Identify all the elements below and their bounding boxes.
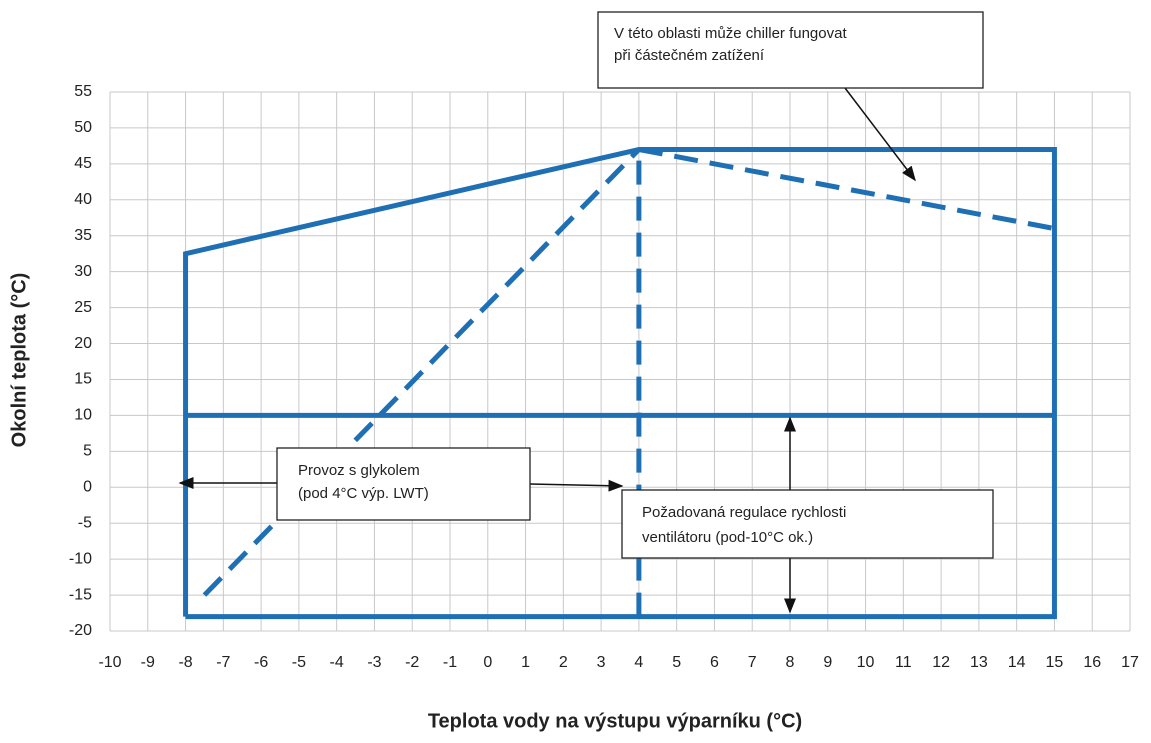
x-tick-label: 5	[672, 654, 681, 671]
x-tick-label: 4	[634, 654, 643, 671]
x-tick-label: -6	[254, 654, 268, 671]
y-tick-label: 55	[74, 83, 92, 100]
x-tick-label: 10	[857, 654, 875, 671]
y-tick-label: 5	[83, 443, 92, 460]
y-tick-label: 20	[74, 335, 92, 352]
x-tick-label: 0	[483, 654, 492, 671]
x-tick-label: 15	[1046, 654, 1064, 671]
annotation-box	[597, 11, 984, 89]
y-tick-label: 40	[74, 191, 92, 208]
series-line	[183, 146, 1057, 620]
y-tick-label: -15	[69, 586, 92, 603]
y-tick-label: 15	[74, 371, 92, 388]
x-tick-label: 9	[823, 654, 832, 671]
annotation-arrows	[178, 87, 916, 614]
x-tick-label: 1	[521, 654, 530, 671]
x-tick-label: -3	[367, 654, 381, 671]
x-tick-label: 6	[710, 654, 719, 671]
x-tick-label: -8	[178, 654, 192, 671]
x-tick-label: -1	[443, 654, 457, 671]
annotation: při částečném zatížení	[614, 47, 765, 64]
y-tick-label: 0	[83, 478, 92, 495]
annotation: V této oblasti může chiller fungovat	[614, 25, 847, 42]
y-axis-label: Okolní teplota (°C)	[8, 273, 30, 448]
y-tick-label: -20	[69, 622, 92, 639]
x-tick-label: 12	[932, 654, 950, 671]
y-tick-label: 35	[74, 227, 92, 244]
arrow	[844, 87, 916, 182]
y-tick-label: 30	[74, 263, 92, 280]
x-tick-label: 2	[559, 654, 568, 671]
x-tick-label: 14	[1008, 654, 1026, 671]
x-axis-label: Teplota vody na výstupu výparníku (°C)	[428, 710, 802, 732]
annotation: Provoz s glykolem	[298, 462, 420, 479]
annotation: Požadovaná regulace rychlosti	[642, 504, 846, 521]
y-tick-label: 25	[74, 299, 92, 316]
x-tick-label: -2	[405, 654, 419, 671]
x-tick-label: 7	[748, 654, 757, 671]
x-tick-label: -9	[141, 654, 155, 671]
x-tick-label: 8	[786, 654, 795, 671]
annotation: (pod 4°C výp. LWT)	[298, 485, 429, 502]
annotation: ventilátoru (pod-10°C ok.)	[642, 529, 813, 546]
y-tick-label: 45	[74, 155, 92, 172]
x-tick-label: -5	[292, 654, 306, 671]
arrow	[529, 479, 624, 492]
x-tick-label: 16	[1083, 654, 1101, 671]
y-tick-label: -5	[78, 514, 92, 531]
x-tick-label: 17	[1121, 654, 1139, 671]
series-line	[638, 147, 1055, 232]
x-tick-label: -4	[330, 654, 344, 671]
y-tick-label: 10	[74, 407, 92, 424]
annotation-box	[621, 489, 994, 559]
x-tick-label: 13	[970, 654, 988, 671]
series-line	[202, 147, 641, 597]
annotation-box	[276, 447, 531, 521]
x-tick-label: -10	[98, 654, 121, 671]
y-tick-label: -10	[69, 550, 92, 567]
x-tick-label: 3	[597, 654, 606, 671]
y-tick-label: 50	[74, 119, 92, 136]
x-tick-label: 11	[895, 654, 912, 671]
x-tick-label: -7	[216, 654, 230, 671]
